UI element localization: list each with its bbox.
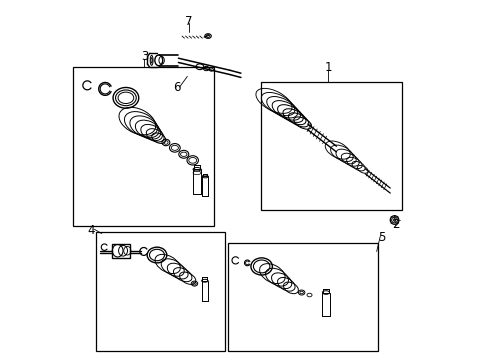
Bar [73, 67, 214, 226]
Text: 1: 1 [324, 61, 331, 74]
Text: 5: 5 [378, 231, 385, 244]
Bar [260, 82, 401, 210]
Bar [96, 232, 224, 351]
Text: 7: 7 [185, 14, 192, 27]
Text: 2: 2 [392, 218, 399, 231]
Text: 3: 3 [141, 50, 148, 63]
Text: 4: 4 [88, 224, 95, 237]
Text: 6: 6 [173, 81, 180, 94]
Bar [112, 244, 130, 258]
Bar [228, 243, 378, 351]
